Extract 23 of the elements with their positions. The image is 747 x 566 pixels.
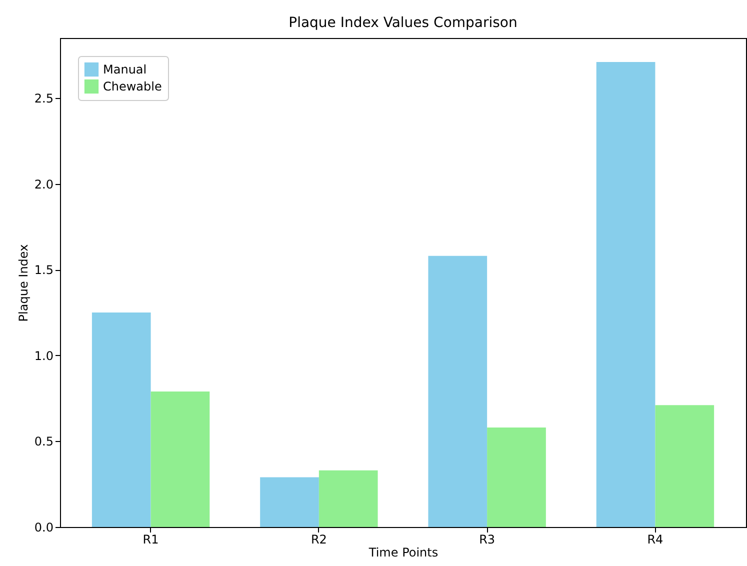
y-tick-label: 2.5 (34, 92, 54, 106)
y-tick-label: 1.5 (34, 263, 54, 278)
y-tick-label: 2.0 (34, 177, 54, 192)
bar (596, 62, 656, 527)
bar (487, 427, 546, 527)
bar (655, 405, 714, 527)
x-tick-label: R4 (647, 532, 664, 546)
x-axis-title: Time Points (368, 546, 438, 560)
bar (318, 470, 378, 527)
bar (92, 312, 151, 527)
x-tick-label: R1 (142, 532, 159, 546)
y-tick-label: 0.0 (34, 520, 54, 534)
y-tick-label: 1.0 (34, 348, 54, 363)
bar (150, 391, 210, 527)
y-axis-title: Plaque Index (16, 244, 30, 322)
legend-label: Chewable (103, 80, 162, 94)
chart-title: Plaque Index Values Comparison (288, 15, 518, 31)
x-tick-label: R2 (310, 532, 327, 546)
x-tick-label: R3 (479, 532, 496, 546)
bar (428, 256, 488, 527)
legend-label: Manual (103, 62, 147, 76)
bar (260, 477, 319, 527)
y-tick-label: 0.5 (34, 434, 54, 449)
